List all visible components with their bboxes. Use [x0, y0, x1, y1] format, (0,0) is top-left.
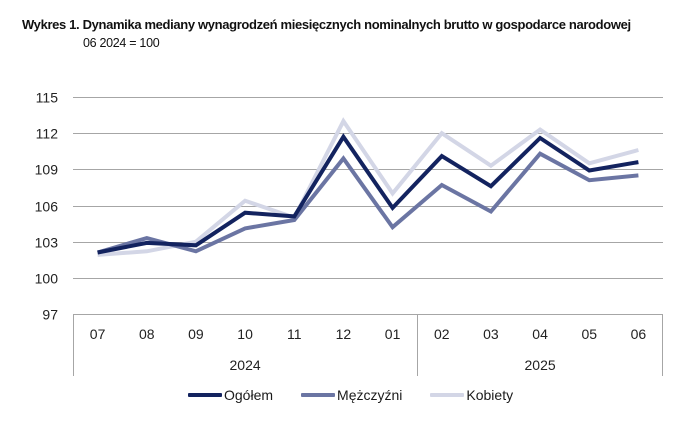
y-tick-label: 112 [36, 126, 59, 142]
legend-item-mezczyzni: Mężczyźni [301, 387, 402, 403]
y-tick-label: 97 [42, 307, 58, 323]
x-tick-label: 11 [287, 326, 302, 342]
data-series [97, 117, 639, 257]
x-tick-label: 01 [385, 326, 401, 342]
legend-label-kobiety: Kobiety [466, 387, 514, 403]
chart-title: Wykres 1. Dynamika mediany wynagrodzeń m… [22, 17, 631, 32]
x-group-label: 2025 [525, 357, 556, 373]
y-tick-label: 100 [35, 271, 59, 287]
legend-item-kobiety: Kobiety [430, 387, 513, 403]
legend-swatch-ogolem [188, 393, 222, 397]
x-tick-label: 06 [631, 326, 647, 342]
series-line-kobiety [97, 117, 639, 257]
legend-swatch-kobiety [430, 393, 465, 397]
y-tick-label: 109 [35, 162, 59, 178]
legend-label-ogolem: Ogółem [224, 387, 274, 403]
series-line-ogółem [97, 133, 639, 255]
x-axis-box: 07 08 09 10 11 12 01 02 03 04 05 06 2024 2025 [73, 314, 663, 376]
x-tick-label: 05 [581, 326, 597, 342]
y-tick-label: 115 [36, 90, 59, 106]
y-axis-labels: 97 100 103 106 109 112 115 [35, 90, 59, 323]
legend-label-mezczyzni: Mężczyźni [337, 387, 403, 403]
x-tick-label: 10 [237, 326, 253, 342]
series-line-mężczyźni [97, 151, 639, 255]
legend-item-ogolem: Ogółem [188, 387, 273, 403]
y-tick-label: 103 [35, 235, 59, 251]
x-tick-label: 07 [90, 326, 106, 342]
x-tick-label: 02 [434, 326, 450, 342]
x-group-label: 2024 [230, 357, 261, 373]
x-tick-label: 09 [188, 326, 204, 342]
legend-swatch-mezczyzni [301, 393, 336, 397]
x-tick-label: 08 [139, 326, 155, 342]
chart-subtitle: 06 2024 = 100 [83, 36, 160, 50]
y-tick-label: 106 [35, 199, 59, 215]
legend: Ogółem Mężczyźni Kobiety [188, 387, 541, 403]
x-tick-label: 03 [483, 326, 499, 342]
gridlines [73, 97, 663, 279]
x-tick-label: 04 [532, 326, 548, 342]
x-tick-label: 12 [336, 326, 352, 342]
